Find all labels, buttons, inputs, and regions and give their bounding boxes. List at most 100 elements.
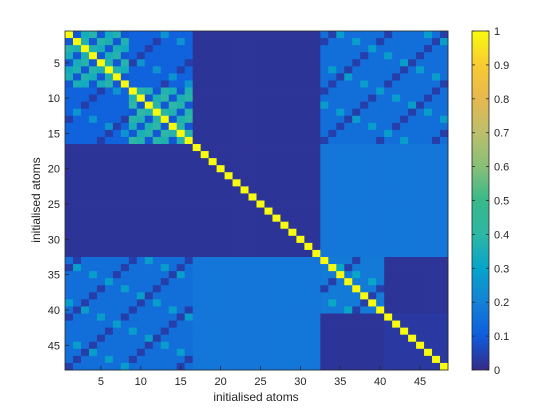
heatmap-cell	[344, 73, 353, 81]
heatmap-cell	[240, 334, 249, 343]
heatmap-cell	[256, 285, 265, 293]
heatmap-cell	[256, 122, 265, 131]
heatmap-cell	[304, 327, 313, 336]
heatmap-cell	[440, 186, 449, 194]
heatmap-cell	[320, 144, 329, 152]
heatmap-cell	[416, 278, 425, 286]
heatmap-cell	[136, 313, 146, 321]
y-tick-label: 30	[48, 234, 60, 246]
heatmap-cell	[424, 348, 433, 357]
heatmap-cell	[400, 249, 409, 258]
heatmap-cell	[144, 228, 154, 237]
heatmap-cell	[432, 341, 441, 350]
heatmap-cell	[200, 257, 210, 265]
heatmap-cell	[144, 334, 154, 343]
heatmap-cell	[208, 228, 218, 237]
heatmap-cell	[296, 341, 305, 350]
heatmap-cell	[200, 172, 210, 180]
heatmap-cell	[280, 207, 289, 216]
heatmap-cell	[168, 348, 178, 357]
heatmap-cell	[192, 115, 202, 124]
heatmap-cell	[376, 214, 385, 223]
heatmap-cell	[368, 200, 377, 208]
heatmap-cell	[128, 115, 138, 124]
heatmap-cell	[352, 73, 361, 81]
heatmap-cell	[416, 165, 425, 173]
heatmap-cell	[184, 299, 194, 307]
heatmap-cell	[160, 101, 170, 110]
heatmap-cell	[96, 355, 106, 364]
colorbar-ticks: 00.10.20.30.40.50.60.70.80.91	[472, 26, 509, 377]
heatmap-cell	[416, 334, 425, 343]
heatmap-cell	[320, 38, 329, 46]
heatmap-cell	[328, 193, 337, 201]
heatmap-cell	[232, 306, 241, 314]
heatmap-cell	[152, 59, 162, 67]
heatmap-cell	[312, 193, 321, 201]
heatmap-cell	[256, 278, 265, 286]
heatmap-cell	[432, 235, 441, 244]
heatmap-cell	[272, 271, 281, 279]
x-tick-label: 40	[374, 376, 386, 388]
heatmap-cell	[264, 285, 273, 293]
heatmap-cell	[120, 80, 130, 88]
heatmap-cell	[168, 59, 178, 67]
heatmap-cell	[352, 115, 361, 124]
heatmap-cell	[280, 179, 289, 187]
heatmap-cell	[320, 334, 329, 343]
heatmap-cell	[176, 151, 186, 159]
heatmap-cell	[208, 158, 218, 166]
heatmap-cell	[256, 306, 265, 314]
heatmap-cell	[424, 179, 433, 187]
heatmap-cell	[376, 31, 385, 39]
heatmap-cell	[136, 285, 146, 293]
heatmap-cell	[368, 320, 377, 329]
heatmap-cell	[120, 257, 130, 265]
heatmap-cell	[96, 66, 106, 74]
heatmap-cell	[208, 242, 218, 251]
heatmap-cell	[424, 299, 433, 307]
heatmap-cell	[296, 186, 305, 194]
heatmap-cell	[344, 207, 353, 216]
heatmap-cell	[128, 235, 138, 244]
heatmap-cell	[416, 299, 425, 307]
heatmap-cell	[65, 45, 74, 53]
heatmap-cell	[384, 193, 393, 201]
heatmap-cell	[352, 306, 361, 314]
heatmap-cell	[144, 221, 154, 230]
heatmap-cell	[432, 144, 441, 152]
heatmap-cell	[424, 80, 433, 88]
heatmap-cell	[320, 207, 329, 216]
heatmap-cell	[72, 348, 82, 357]
heatmap-cell	[152, 52, 162, 60]
colorbar-tick-label: 0.6	[494, 162, 509, 174]
heatmap-cell	[176, 101, 186, 110]
heatmap-cell	[160, 165, 170, 173]
heatmap-cell	[288, 144, 297, 152]
heatmap-cell	[440, 80, 449, 88]
heatmap-cell	[232, 31, 241, 39]
heatmap-cell	[128, 320, 138, 329]
heatmap-cell	[104, 292, 114, 300]
heatmap-cell	[368, 151, 377, 159]
heatmap-cell	[288, 334, 297, 343]
heatmap-cell	[336, 158, 345, 166]
heatmap-cell	[232, 165, 241, 173]
heatmap-cell	[72, 66, 82, 74]
heatmap-cell	[224, 249, 233, 258]
heatmap-cell	[112, 228, 122, 237]
heatmap-cell	[152, 278, 162, 286]
heatmap-cell	[104, 348, 114, 357]
heatmap-cell	[440, 257, 449, 265]
heatmap-cell	[368, 115, 377, 124]
heatmap-cell	[320, 306, 329, 314]
heatmap-cell	[208, 257, 218, 265]
heatmap-cell	[192, 52, 202, 60]
heatmap-cell	[368, 334, 377, 343]
heatmap-cell	[136, 144, 146, 152]
heatmap-cell	[216, 151, 225, 159]
heatmap-cell	[320, 362, 329, 371]
heatmap-cell	[280, 101, 289, 110]
heatmap-cell	[208, 313, 218, 321]
